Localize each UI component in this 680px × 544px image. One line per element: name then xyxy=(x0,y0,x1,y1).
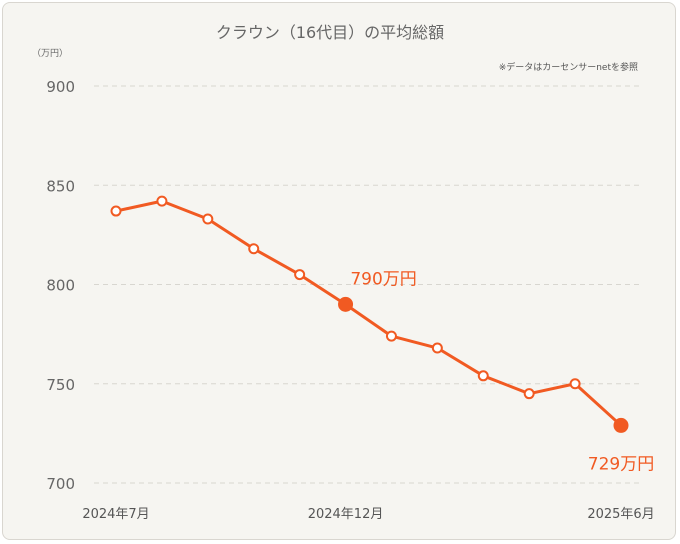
y-unit-label: （万円） xyxy=(32,48,68,59)
data-point xyxy=(385,330,397,342)
highlight-point xyxy=(613,417,629,433)
x-tick-label: 2024年7月 xyxy=(82,507,149,522)
data-point xyxy=(523,388,535,400)
y-tick-label: 900 xyxy=(46,78,75,96)
y-tick-label: 850 xyxy=(46,177,75,195)
data-point xyxy=(202,213,214,225)
source-note: ※データはカーセンサーnetを参照 xyxy=(499,61,638,73)
grid-lines xyxy=(94,85,642,484)
y-tick-label: 700 xyxy=(46,475,75,493)
highlight-labels: 790万円 729万円 xyxy=(350,269,654,474)
data-point xyxy=(110,205,122,217)
y-axis-ticks: 700 750 800 850 900 xyxy=(46,78,75,493)
data-points xyxy=(110,195,629,433)
data-point xyxy=(477,370,489,382)
highlight-value-label: 790万円 xyxy=(350,269,416,289)
series-polyline xyxy=(115,199,623,427)
y-tick-label: 750 xyxy=(46,376,75,394)
y-tick-label: 800 xyxy=(46,277,75,295)
x-tick-label: 2024年12月 xyxy=(308,507,384,522)
x-axis-ticks: 2024年7月 2024年12月 2025年6月 xyxy=(82,507,654,522)
highlight-value-label: 729万円 xyxy=(588,454,654,474)
x-tick-label: 2025年6月 xyxy=(587,507,654,522)
chart-title: クラウン（16代目）の平均総額 xyxy=(216,23,444,42)
highlight-point xyxy=(338,296,354,312)
data-point xyxy=(156,195,168,207)
data-point xyxy=(569,378,581,390)
series-line xyxy=(115,199,623,427)
data-point xyxy=(248,243,260,255)
data-point xyxy=(294,269,306,281)
data-point xyxy=(431,342,443,354)
